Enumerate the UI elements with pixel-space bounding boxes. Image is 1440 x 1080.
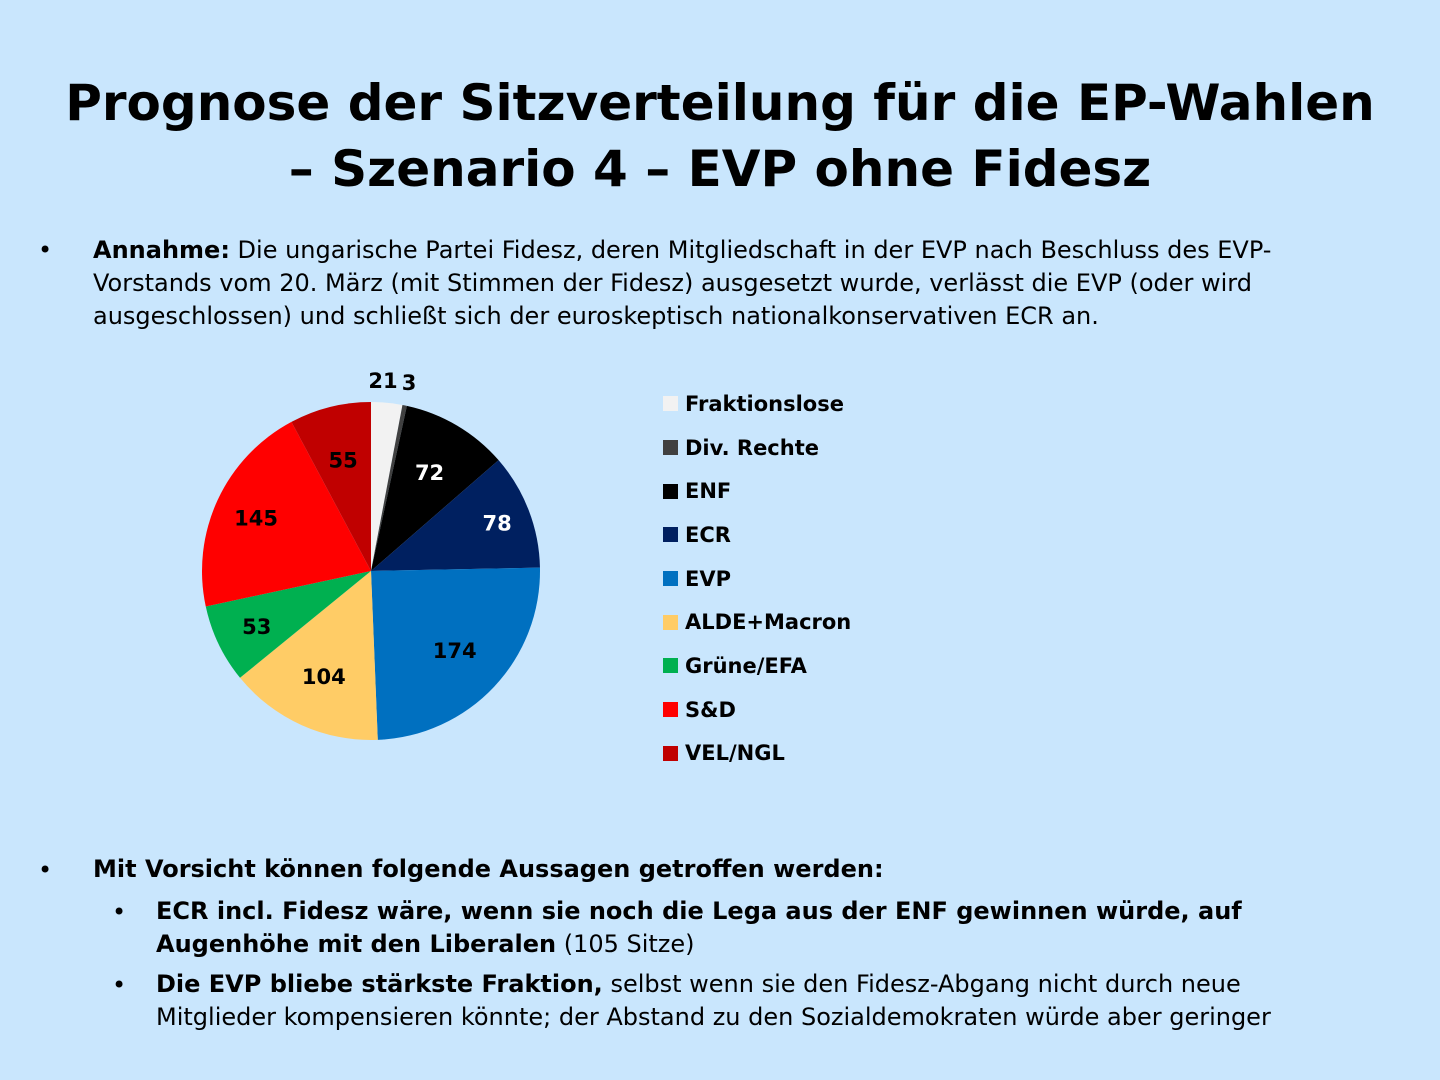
pie-slice-div-rechte bbox=[371, 404, 407, 571]
legend-swatch bbox=[663, 440, 678, 456]
page-title: Prognose der Sitzverteilung für die EP-W… bbox=[0, 70, 1440, 202]
legend-label: Div. Rechte bbox=[685, 435, 819, 460]
legend-swatch bbox=[663, 658, 678, 674]
bullet-icon: • bbox=[38, 856, 53, 884]
legend-item: VEL/NGL bbox=[663, 732, 851, 776]
data-label: 3 bbox=[402, 371, 417, 395]
pie-slice-fraktionslose bbox=[371, 402, 403, 571]
data-label: 72 bbox=[415, 461, 444, 485]
legend-label: ALDE+Macron bbox=[685, 610, 852, 635]
legend-swatch bbox=[663, 614, 678, 630]
legend-swatch bbox=[663, 702, 678, 718]
legend-item: Fraktionslose bbox=[663, 382, 851, 426]
data-label: 104 bbox=[302, 665, 346, 689]
legend-item: Grüne/EFA bbox=[663, 644, 851, 688]
data-label: 145 bbox=[234, 507, 278, 531]
assumption-label: Annahme: bbox=[93, 236, 230, 264]
conclusion-item-1: ECR incl. Fidesz wäre, wenn sie noch die… bbox=[156, 895, 1296, 961]
bullet-icon: • bbox=[112, 971, 127, 999]
legend-label: ENF bbox=[685, 479, 732, 504]
pie-slice-evp bbox=[371, 567, 540, 740]
assumption-text: Annahme: Die ungarische Partei Fidesz, d… bbox=[93, 234, 1323, 333]
legend-label: VEL/NGL bbox=[685, 741, 785, 766]
legend-label: S&D bbox=[685, 697, 736, 722]
legend-label: Grüne/EFA bbox=[685, 653, 807, 678]
conclusion-item-2: Die EVP bliebe stärkste Fraktion, selbst… bbox=[156, 968, 1336, 1034]
legend-item: S&D bbox=[663, 688, 851, 732]
legend-item: ENF bbox=[663, 469, 851, 513]
data-label: 55 bbox=[328, 449, 357, 473]
title-line-2: – Szenario 4 – EVP ohne Fidesz bbox=[288, 140, 1152, 198]
pie-slice-alde-macron bbox=[240, 571, 378, 740]
legend-swatch bbox=[663, 483, 678, 499]
conclusion-text: selbst wenn sie den Fidesz-Abgang nicht … bbox=[156, 970, 1271, 1031]
data-label: 21 bbox=[368, 369, 397, 393]
legend-item: EVP bbox=[663, 557, 851, 601]
pie-slice-ecr bbox=[371, 460, 540, 571]
legend-item: ALDE+Macron bbox=[663, 600, 851, 644]
bullet-icon: • bbox=[38, 236, 53, 264]
legend-label: Fraktionslose bbox=[685, 391, 844, 416]
chart-legend: Fraktionslose Div. Rechte ENF ECR EVP ALDE+Ma… bbox=[663, 382, 851, 775]
assumption-body: Die ungarische Partei Fidesz, deren Mitg… bbox=[93, 236, 1272, 330]
legend-swatch bbox=[663, 745, 678, 761]
data-label: 174 bbox=[433, 639, 477, 663]
legend-swatch bbox=[663, 396, 678, 412]
title-line-1: Prognose der Sitzverteilung für die EP-W… bbox=[65, 74, 1375, 132]
conclusions-heading: Mit Vorsicht können folgende Aussagen ge… bbox=[93, 855, 884, 883]
conclusion-bold: Die EVP bliebe stärkste Fraktion, bbox=[156, 970, 603, 998]
legend-swatch bbox=[663, 571, 678, 587]
legend-swatch bbox=[663, 527, 678, 543]
legend-label: EVP bbox=[685, 566, 731, 591]
legend-item: ECR bbox=[663, 513, 851, 557]
pie-slice-gr-ne-efa bbox=[205, 571, 371, 678]
pie-slice-s-d bbox=[202, 421, 371, 607]
pie-slice-enf bbox=[371, 405, 499, 571]
pie-slice-vel-ngl bbox=[291, 402, 371, 571]
legend-label: ECR bbox=[685, 522, 731, 547]
bullet-icon: • bbox=[112, 898, 127, 926]
data-label: 53 bbox=[242, 615, 271, 639]
legend-item: Div. Rechte bbox=[663, 426, 851, 470]
conclusion-bold: ECR incl. Fidesz wäre, wenn sie noch die… bbox=[156, 897, 1242, 958]
data-label: 78 bbox=[483, 511, 512, 535]
conclusion-text: (105 Sitze) bbox=[556, 930, 695, 958]
